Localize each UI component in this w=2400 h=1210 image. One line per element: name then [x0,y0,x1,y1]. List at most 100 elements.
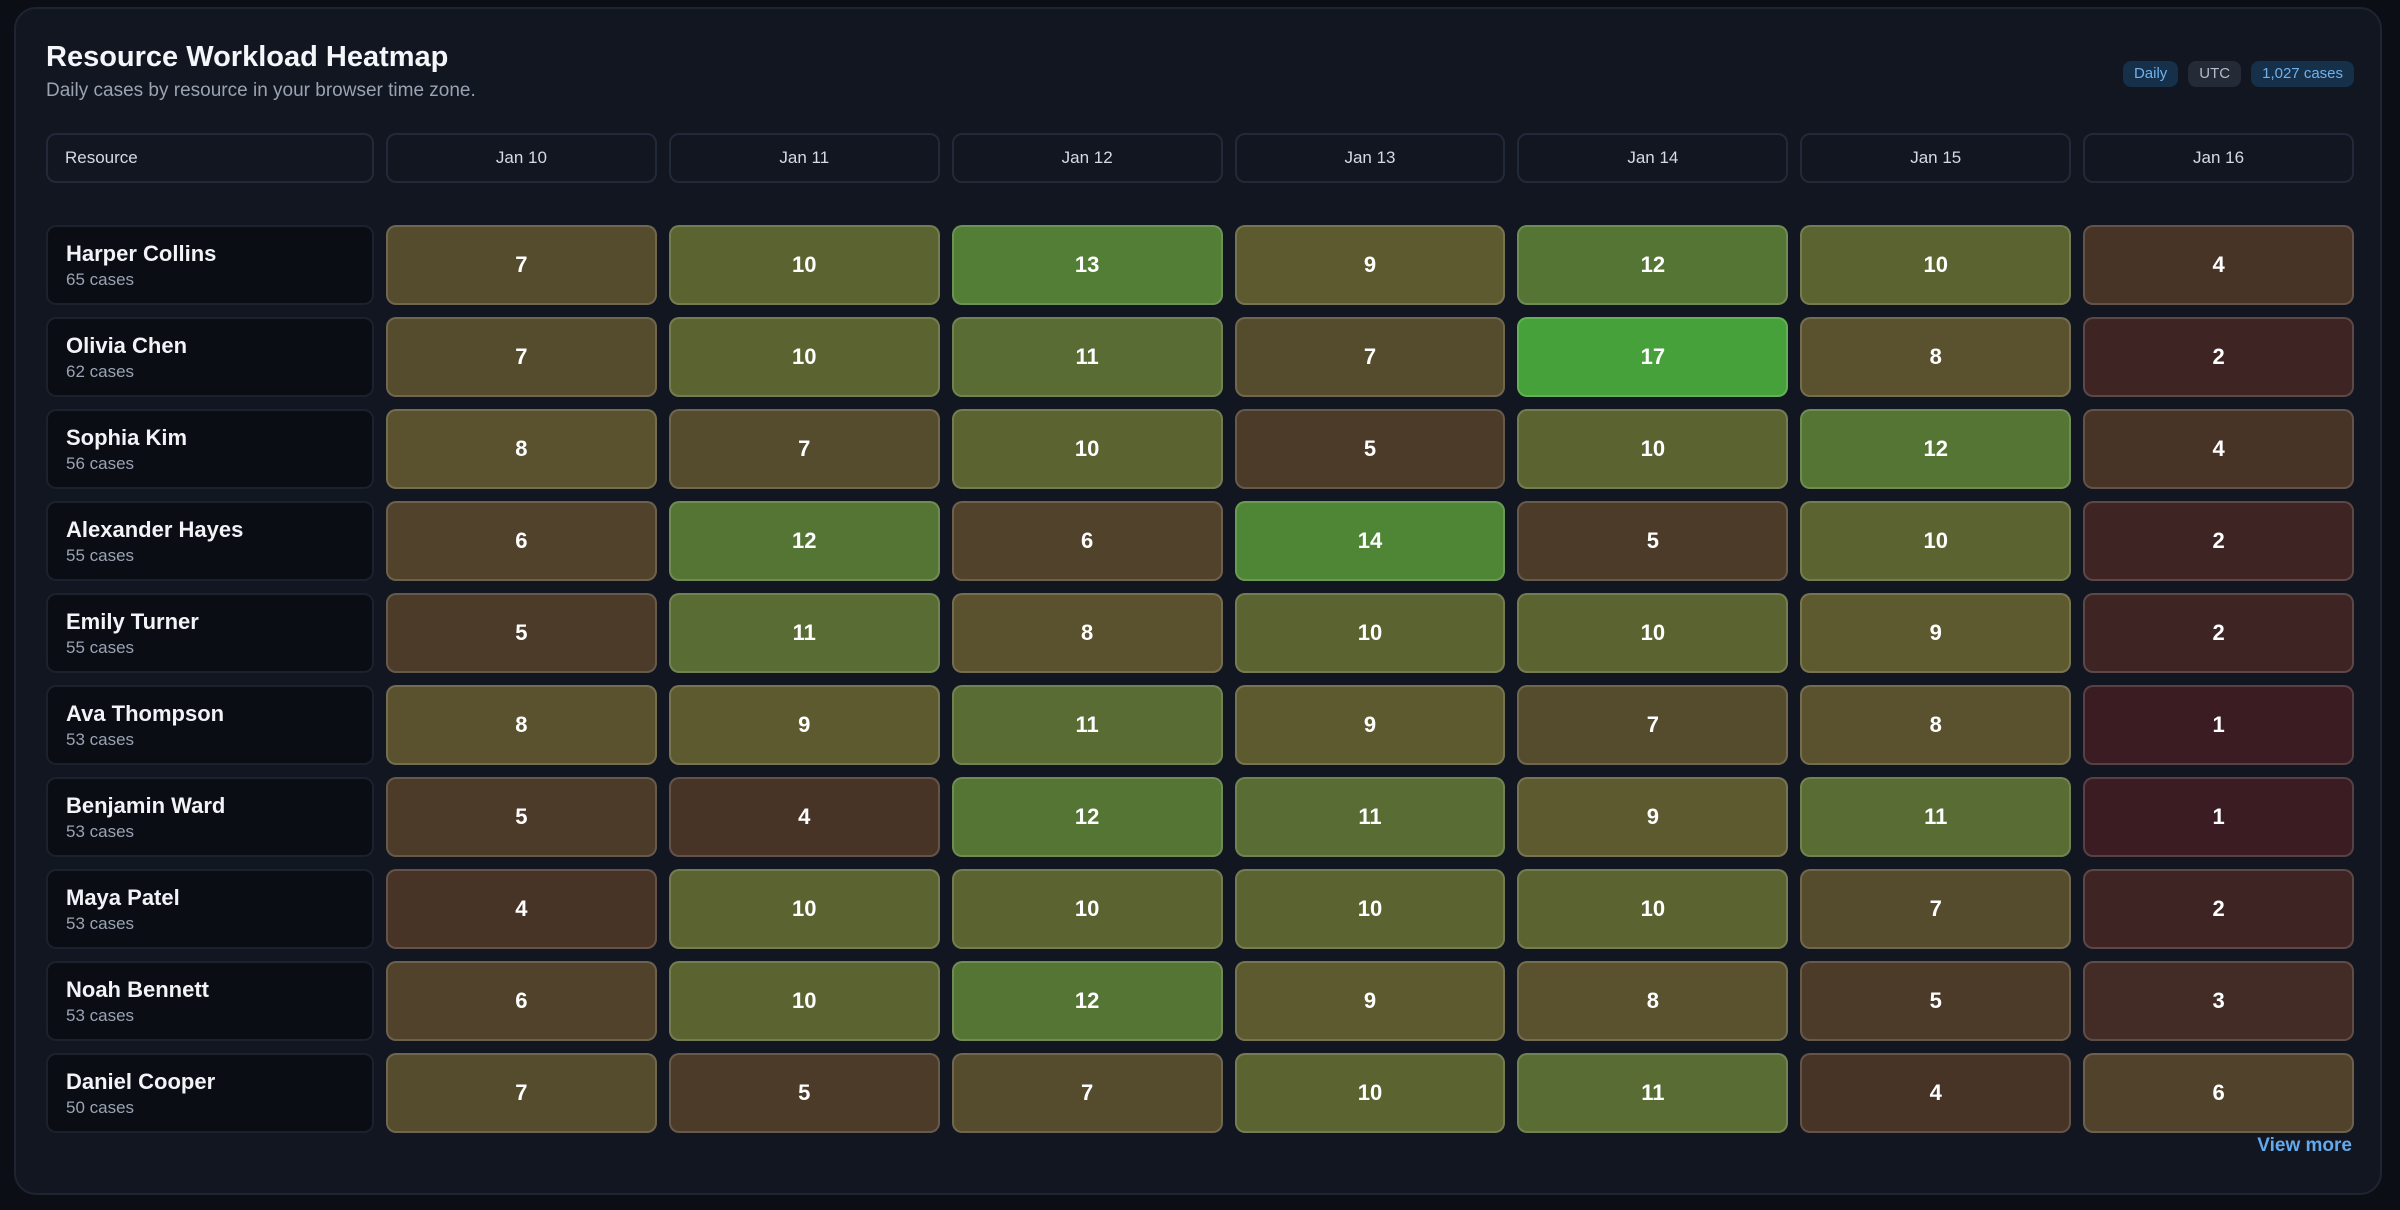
heatmap-cell[interactable]: 14 [1234,501,1506,581]
heatmap-cell[interactable]: 10 [1517,869,1789,949]
heatmap-cell[interactable]: 7 [1517,685,1789,765]
resource-total-cases: 65 cases [66,270,135,289]
heatmap-cell[interactable]: 2 [2083,869,2354,949]
heatmap-cell[interactable]: 3 [2083,961,2354,1041]
heatmap-cell[interactable]: 9 [1800,593,2072,673]
resource-total-cases: 53 cases [66,1006,135,1025]
heatmap-cell[interactable]: 9 [668,685,940,765]
heatmap-cell[interactable]: 12 [951,777,1223,857]
heatmap-cell[interactable]: 8 [1800,317,2072,397]
heatmap-cell[interactable]: 11 [1800,777,2072,857]
heatmap-cell[interactable]: 1 [2083,777,2354,857]
heatmap-cell[interactable]: 17 [1517,317,1789,397]
heatmap-cell[interactable]: 10 [668,317,940,397]
resource-row-label[interactable]: Emily Turner 55 cases [46,593,374,673]
heatmap-cell[interactable]: 7 [386,1053,657,1133]
page-subtitle: Daily cases by resource in your browser … [46,80,476,101]
heatmap-cell[interactable]: 8 [1800,685,2072,765]
heatmap-cell[interactable]: 10 [1517,409,1789,489]
heatmap-cell[interactable]: 4 [2083,409,2354,489]
heatmap-cell[interactable]: 11 [1517,1053,1789,1133]
heatmap-cell[interactable]: 12 [1800,409,2072,489]
heatmap-cell[interactable]: 10 [1234,593,1506,673]
heatmap-cell[interactable]: 7 [386,225,657,305]
date-column-header: Jan 16 [2083,133,2354,183]
heatmap-cell[interactable]: 10 [951,409,1223,489]
resource-total-cases: 55 cases [66,546,135,565]
heatmap-cell[interactable]: 11 [951,685,1223,765]
resource-row-label[interactable]: Alexander Hayes 55 cases [46,501,374,581]
heatmap-cell[interactable]: 8 [951,593,1223,673]
heatmap-cell[interactable]: 6 [951,501,1223,581]
heatmap-cell[interactable]: 13 [951,225,1223,305]
resource-row-label[interactable]: Noah Bennett 53 cases [46,961,374,1041]
heatmap-cell[interactable]: 9 [1234,961,1506,1041]
heatmap-cell[interactable]: 12 [1517,225,1789,305]
resource-total-cases: 50 cases [66,1098,135,1117]
heatmap-cell[interactable]: 10 [1800,225,2072,305]
heatmap-cell[interactable]: 5 [1234,409,1506,489]
resource-row-label[interactable]: Olivia Chen 62 cases [46,317,374,397]
heatmap-cell[interactable]: 12 [668,501,940,581]
heatmap-cell[interactable]: 7 [951,1053,1223,1133]
resource-total-cases: 53 cases [66,914,135,933]
heatmap-cell[interactable]: 10 [668,869,940,949]
heatmap-cell[interactable]: 9 [1234,685,1506,765]
heatmap-cell[interactable]: 7 [668,409,940,489]
heatmap-cell[interactable]: 5 [386,777,657,857]
resource-name: Noah Bennett [66,977,209,1002]
date-column-header: Jan 11 [668,133,940,183]
heatmap-cell[interactable]: 6 [386,961,657,1041]
heatmap-cell[interactable]: 7 [1234,317,1506,397]
heatmap-cell[interactable]: 10 [668,961,940,1041]
heatmap-cell[interactable]: 10 [1517,593,1789,673]
heatmap-cell[interactable]: 1 [2083,685,2354,765]
heatmap-cell[interactable]: 5 [1800,961,2072,1041]
heatmap-cell[interactable]: 11 [668,593,940,673]
date-column-header: Jan 15 [1800,133,2072,183]
date-column-header: Jan 14 [1517,133,1789,183]
heatmap-cell[interactable]: 4 [386,869,657,949]
heatmap-cell[interactable]: 7 [1800,869,2072,949]
view-more-link[interactable]: View more [2257,1135,2352,1156]
heatmap-cell[interactable]: 11 [951,317,1223,397]
heatmap-cell[interactable]: 2 [2083,501,2354,581]
heatmap-cell[interactable]: 4 [668,777,940,857]
resource-total-cases: 56 cases [66,454,135,473]
heatmap-cell[interactable]: 5 [386,593,657,673]
heatmap-card: Resource Workload Heatmap Daily cases by… [14,7,2382,1195]
heatmap-cell[interactable]: 9 [1517,777,1789,857]
heatmap-cell[interactable]: 6 [386,501,657,581]
heatmap-cell[interactable]: 4 [1800,1053,2072,1133]
heatmap-cell[interactable]: 10 [1234,869,1506,949]
heatmap-cell[interactable]: 11 [1234,777,1506,857]
heatmap-cell[interactable]: 2 [2083,317,2354,397]
heatmap-cell[interactable]: 8 [1517,961,1789,1041]
heatmap-cell[interactable]: 6 [2083,1053,2354,1133]
granularity-badge[interactable]: Daily [2122,61,2179,87]
heatmap-cell[interactable]: 2 [2083,593,2354,673]
heatmap-cell[interactable]: 4 [2083,225,2354,305]
heatmap-cell[interactable]: 9 [1234,225,1506,305]
heatmap-cell[interactable]: 12 [951,961,1223,1041]
heatmap-cell[interactable]: 5 [668,1053,940,1133]
badge-group: Daily UTC 1,027 cases [2122,61,2354,87]
date-column-header: Jan 10 [386,133,657,183]
resource-total-cases: 53 cases [66,822,135,841]
heatmap-cell[interactable]: 10 [951,869,1223,949]
resource-row-label[interactable]: Daniel Cooper 50 cases [46,1053,374,1133]
heatmap-cell[interactable]: 8 [386,685,657,765]
heatmap-cell[interactable]: 10 [668,225,940,305]
resource-row-label[interactable]: Harper Collins 65 cases [46,225,374,305]
resource-row-label[interactable]: Sophia Kim 56 cases [46,409,374,489]
resource-row-label[interactable]: Ava Thompson 53 cases [46,685,374,765]
heatmap-cell[interactable]: 10 [1234,1053,1506,1133]
resource-row-label[interactable]: Maya Patel 53 cases [46,869,374,949]
resource-name: Alexander Hayes [66,517,244,542]
resource-row-label[interactable]: Benjamin Ward 53 cases [46,777,374,857]
heatmap-cell[interactable]: 10 [1800,501,2072,581]
heatmap-cell[interactable]: 5 [1517,501,1789,581]
heatmap-cell[interactable]: 7 [386,317,657,397]
timezone-badge[interactable]: UTC [2188,61,2242,87]
heatmap-cell[interactable]: 8 [386,409,657,489]
